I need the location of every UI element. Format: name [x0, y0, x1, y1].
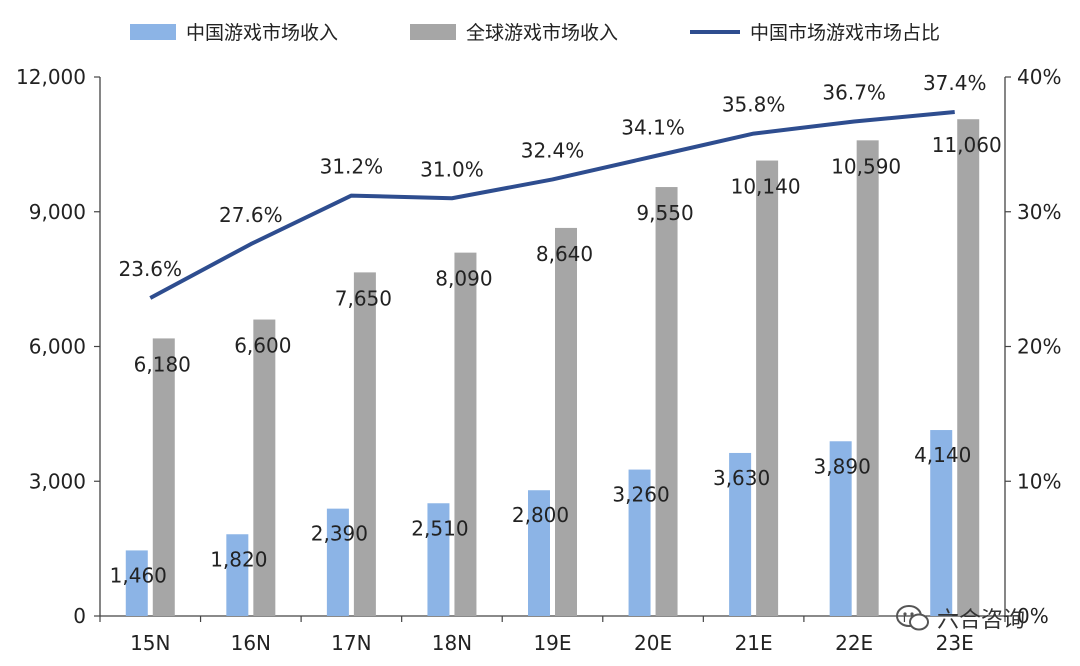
data-label-global-revenue: 6,600	[234, 334, 291, 358]
legend-swatch-global-revenue	[410, 23, 456, 40]
legend-label-global-revenue: 全球游戏市场收入	[466, 22, 619, 44]
data-label-china-revenue: 1,820	[210, 547, 267, 571]
bar-global-revenue	[856, 140, 879, 616]
line-china-share	[149, 110, 955, 300]
y-right-tick-label: 30%	[1017, 200, 1061, 224]
data-label-global-revenue: 6,180	[134, 352, 191, 376]
data-label-china-revenue: 1,460	[110, 563, 167, 587]
wechat-icon	[896, 605, 929, 631]
y-left-tick-label: 3,000	[29, 469, 86, 493]
legend-label-china-share: 中国市场游戏市场占比	[750, 22, 941, 44]
bar-global-revenue	[957, 119, 980, 616]
y-left-tick-label: 12,000	[16, 65, 86, 89]
x-tick-label: 19E	[533, 631, 571, 655]
data-label-china-share: 31.0%	[420, 157, 484, 181]
x-tick-label: 21E	[735, 631, 773, 655]
data-label-global-revenue: 10,590	[831, 154, 901, 178]
x-tick-label: 22E	[835, 631, 873, 655]
bar-global-revenue	[655, 187, 678, 616]
y-right-tick-label: 10%	[1017, 469, 1061, 493]
data-label-china-share: 37.4%	[923, 71, 987, 95]
bar-china-revenue	[528, 490, 550, 616]
x-tick-label: 23E	[936, 631, 974, 655]
data-label-global-revenue: 9,550	[636, 201, 693, 225]
data-label-china-revenue: 4,140	[914, 443, 971, 467]
x-tick-label: 18N	[432, 631, 472, 655]
data-label-global-revenue: 8,640	[536, 242, 593, 266]
bar-china-revenue	[226, 534, 249, 616]
bar-china-revenue	[326, 508, 349, 616]
bar-china-revenue	[628, 469, 651, 616]
y-right-tick-label: 0%	[1017, 604, 1049, 628]
bar-global-revenue	[152, 338, 175, 616]
data-label-global-revenue: 11,060	[932, 133, 1002, 157]
bar-global-revenue	[353, 272, 376, 616]
bar-china-revenue	[125, 550, 148, 616]
data-label-china-revenue: 2,390	[311, 522, 368, 546]
legend-swatch-china-share	[690, 29, 740, 34]
data-label-china-revenue: 3,630	[713, 466, 770, 490]
legend-item-global-revenue: 全球游戏市场收入	[410, 18, 618, 45]
data-label-china-revenue: 2,510	[411, 516, 468, 540]
data-label-global-revenue: 10,140	[731, 175, 801, 199]
x-tick-label: 16N	[231, 631, 271, 655]
data-label-china-share: 31.2%	[320, 155, 384, 179]
data-label-china-share: 23.6%	[119, 257, 183, 281]
data-label-china-revenue: 2,800	[512, 503, 569, 527]
bar-global-revenue	[454, 252, 477, 617]
data-label-china-revenue: 3,890	[814, 454, 871, 478]
y-left-tick-label: 0	[73, 604, 86, 628]
data-label-china-share: 35.8%	[722, 93, 786, 117]
y-left-tick-label: 6,000	[29, 335, 86, 359]
legend-label-china-revenue: 中国游戏市场收入	[186, 22, 339, 44]
y-right-tick-label: 40%	[1017, 65, 1061, 89]
data-label-china-share: 27.6%	[219, 203, 283, 227]
y-right-tick-label: 20%	[1017, 335, 1061, 359]
bar-china-revenue	[729, 452, 752, 616]
watermark-text: 六合咨询	[937, 608, 1026, 633]
bar-global-revenue	[253, 319, 276, 616]
legend-swatch-china-revenue	[130, 23, 176, 40]
watermark: 六合咨询	[895, 602, 1025, 634]
data-label-china-share: 32.4%	[521, 138, 585, 162]
data-label-china-share: 36.7%	[822, 80, 886, 104]
bar-china-revenue	[427, 503, 450, 616]
x-tick-label: 20E	[634, 631, 672, 655]
data-label-china-revenue: 3,260	[612, 483, 669, 507]
x-tick-label: 15N	[130, 631, 170, 655]
legend-item-china-share: 中国市场游戏市场占比	[690, 18, 940, 45]
data-label-global-revenue: 7,650	[335, 286, 392, 310]
bar-global-revenue	[756, 160, 779, 617]
data-label-china-share: 34.1%	[621, 116, 685, 140]
bar-china-revenue	[930, 430, 953, 616]
data-label-global-revenue: 8,090	[435, 267, 492, 291]
legend-item-china-revenue: 中国游戏市场收入	[130, 18, 338, 45]
legend: 中国游戏市场收入 全球游戏市场收入 中国市场游戏市场占比	[0, 18, 1080, 46]
bar-china-revenue	[829, 441, 852, 616]
x-tick-label: 17N	[331, 631, 371, 655]
bar-global-revenue	[555, 227, 577, 617]
y-left-tick-label: 9,000	[29, 200, 86, 224]
